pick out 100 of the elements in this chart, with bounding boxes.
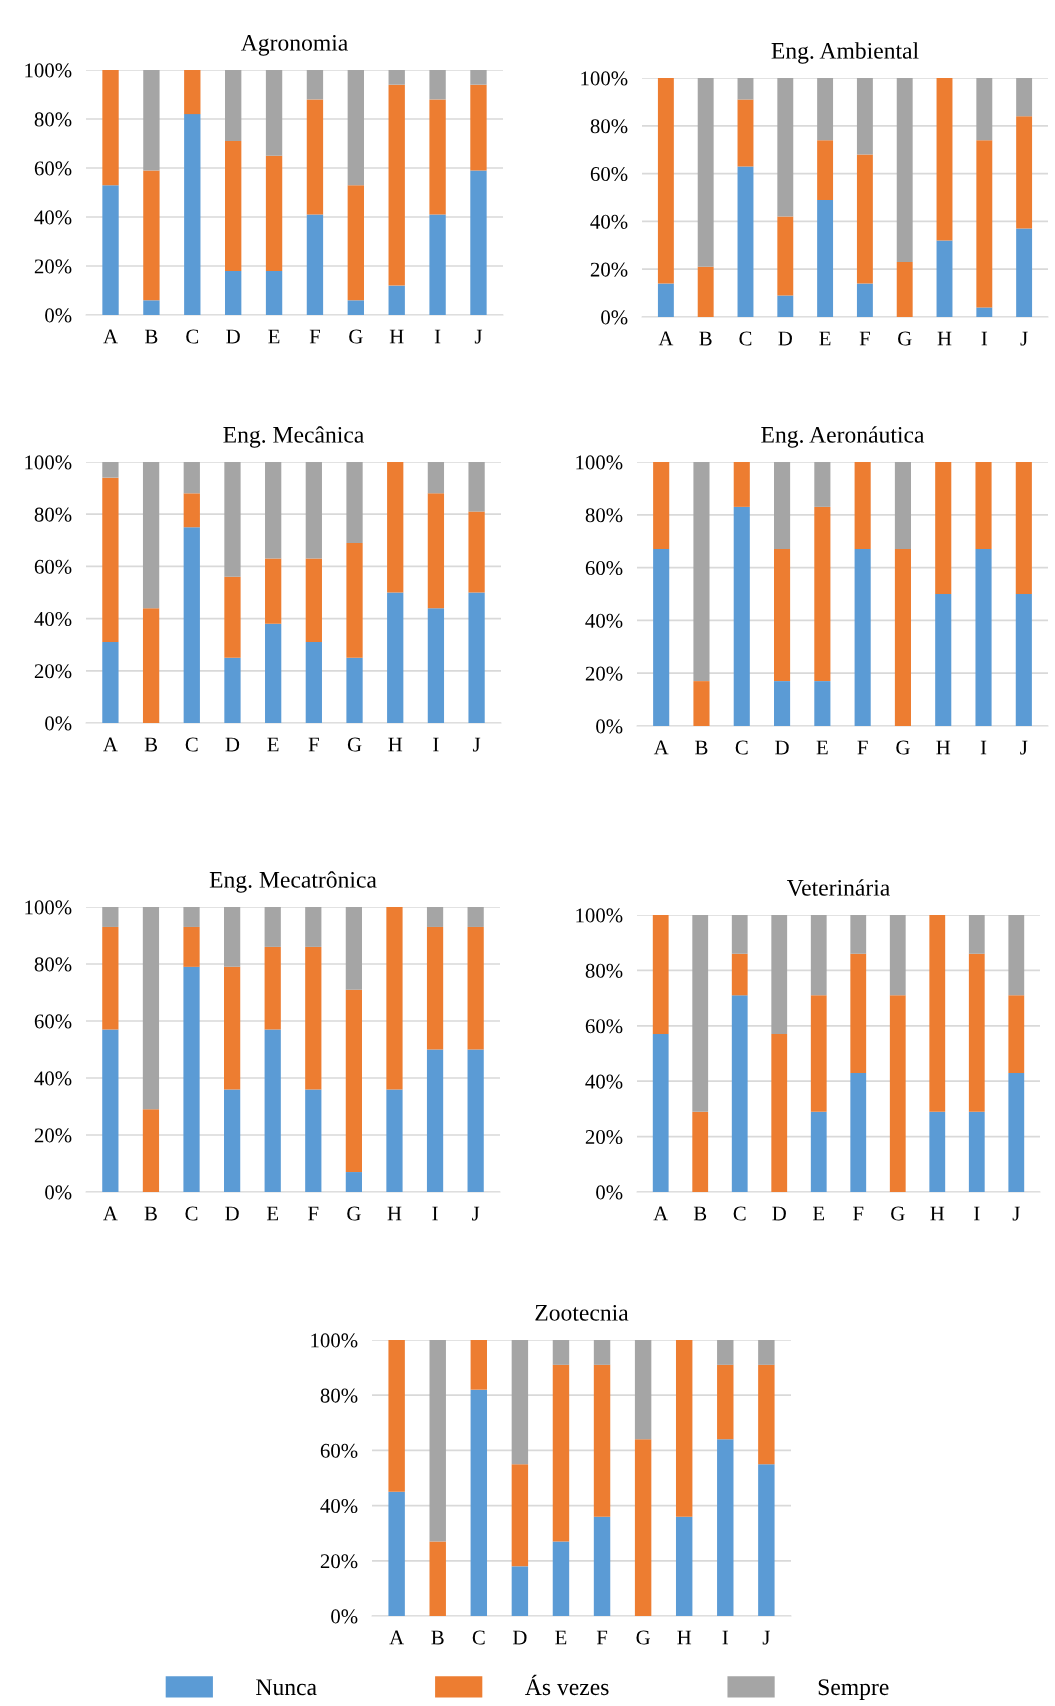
bar <box>810 1111 827 1192</box>
bar <box>467 926 484 1050</box>
bar <box>774 462 791 550</box>
bar <box>777 295 794 317</box>
x-tick-label: G <box>898 331 912 346</box>
bar <box>1015 462 1032 594</box>
bar <box>810 995 827 1112</box>
y-tick-label: 100% <box>576 908 623 923</box>
bar <box>388 1491 405 1616</box>
bar <box>675 1340 693 1517</box>
x-tick-label: E <box>267 737 279 752</box>
x-tick-label: B <box>431 1630 444 1645</box>
bar <box>345 1172 362 1192</box>
bar <box>896 78 913 263</box>
bar <box>814 681 831 726</box>
x-tick-label: E <box>268 329 280 344</box>
x-tick-label: H <box>389 329 404 344</box>
bar <box>224 907 241 967</box>
x-tick-label: D <box>512 1630 527 1645</box>
legend-label: Nunca <box>256 1679 317 1696</box>
bar <box>737 78 754 100</box>
y-tick-label: 100% <box>311 1333 358 1348</box>
x-tick-label: C <box>735 740 748 755</box>
chart-title: Eng. Aeronáutica <box>761 426 925 448</box>
bar <box>693 462 710 682</box>
y-tick-label: 60% <box>34 161 72 176</box>
x-tick-label: C <box>186 329 199 344</box>
y-tick-label: 0% <box>45 1185 72 1200</box>
bar <box>427 493 445 609</box>
x-tick-label: C <box>472 1630 485 1645</box>
y-tick-label: 0% <box>596 1185 623 1200</box>
bar <box>1015 594 1032 726</box>
bar <box>224 657 241 723</box>
bar <box>224 576 241 658</box>
x-tick-label: J <box>1020 740 1028 755</box>
bar <box>306 214 324 315</box>
bar <box>653 462 670 550</box>
bar <box>265 558 282 624</box>
bar <box>388 84 405 286</box>
x-tick-label: F <box>309 329 320 344</box>
bar <box>142 1109 160 1192</box>
bar <box>889 915 906 996</box>
x-tick-label: F <box>853 1206 864 1221</box>
x-tick-label: I <box>974 1206 980 1221</box>
x-tick-label: F <box>857 740 868 755</box>
bar <box>817 140 834 200</box>
bar <box>225 70 242 142</box>
x-tick-label: D <box>225 737 240 752</box>
bar <box>183 462 200 494</box>
bar <box>345 989 362 1173</box>
bar <box>264 946 281 1030</box>
bar <box>935 594 952 726</box>
bar <box>387 462 404 593</box>
legend-label: Sempre <box>818 1679 889 1700</box>
bar <box>183 966 200 1192</box>
y-tick-label: 40% <box>34 1071 72 1086</box>
bar <box>894 462 911 550</box>
bar <box>467 1049 484 1192</box>
bar <box>265 623 282 723</box>
bar <box>856 154 873 284</box>
x-tick-label: E <box>819 331 831 346</box>
bar <box>184 114 201 315</box>
bar <box>1016 116 1033 229</box>
y-tick-label: 80% <box>34 507 72 522</box>
bar <box>102 477 119 643</box>
bar <box>305 642 322 723</box>
y-tick-label: 60% <box>34 559 72 574</box>
bar <box>470 170 487 315</box>
bar <box>426 1049 444 1192</box>
bar <box>183 926 200 967</box>
x-tick-label: G <box>896 740 910 755</box>
chart-title: Veterinária <box>786 879 890 896</box>
chart-title: Agronomia <box>240 34 348 56</box>
bar <box>854 462 871 550</box>
bar <box>388 70 405 85</box>
bar <box>184 70 201 115</box>
bar <box>634 1439 652 1616</box>
bar <box>758 1364 775 1465</box>
bar <box>774 681 791 726</box>
bar <box>810 915 827 996</box>
y-tick-label: 20% <box>320 1554 358 1569</box>
y-tick-label: 60% <box>585 1019 623 1034</box>
bar <box>854 549 871 726</box>
bar <box>935 462 952 594</box>
bar <box>731 995 748 1192</box>
bar <box>305 1089 322 1192</box>
bar <box>976 140 993 308</box>
x-tick-label: A <box>658 331 674 346</box>
y-tick-label: 40% <box>320 1498 358 1514</box>
bar <box>737 166 754 317</box>
bar <box>936 78 953 241</box>
y-tick-label: 0% <box>596 719 623 734</box>
x-tick-label: H <box>388 737 403 752</box>
y-tick-label: 100% <box>576 455 623 470</box>
y-tick-label: 80% <box>34 112 72 127</box>
bar <box>771 915 788 1035</box>
bar <box>850 915 867 954</box>
x-tick-label: H <box>937 331 952 346</box>
bar <box>468 511 485 593</box>
bar <box>511 1340 529 1465</box>
